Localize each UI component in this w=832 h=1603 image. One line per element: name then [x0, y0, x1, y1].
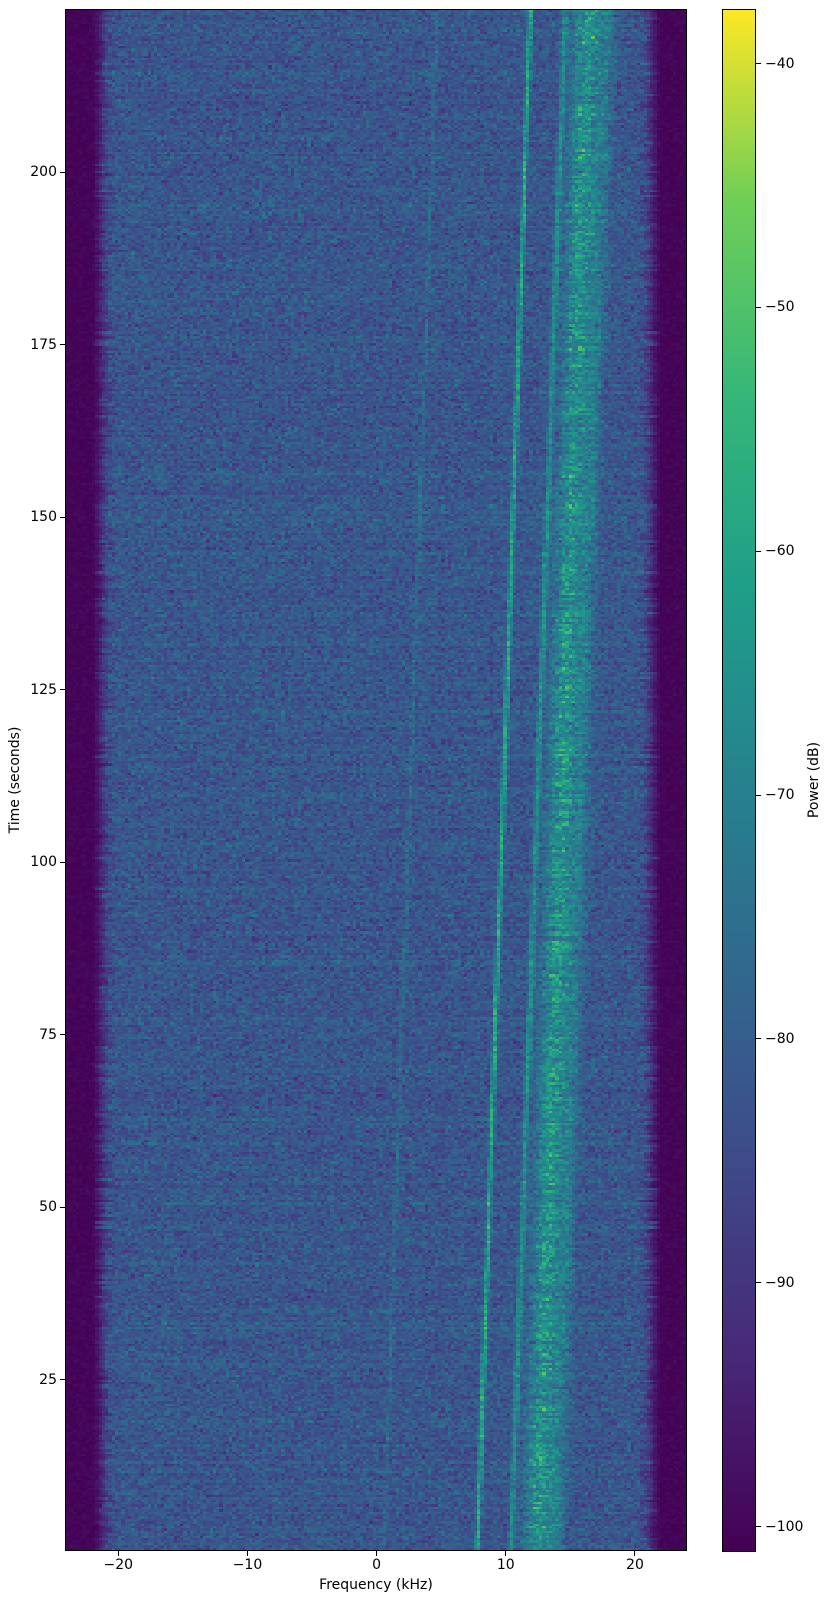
y-tick-label: 100: [30, 854, 57, 871]
x-tick-mark: [246, 1551, 248, 1556]
colorbar-tick-label: −40: [765, 55, 795, 72]
colorbar-gradient-canvas: [723, 10, 755, 1551]
colorbar-label: Power (dB): [806, 741, 822, 819]
x-tick-label: −10: [232, 1557, 263, 1573]
y-tick-label: 50: [39, 1199, 57, 1216]
colorbar-tick-mark: [756, 1282, 761, 1284]
y-tick-mark: [60, 1206, 65, 1208]
y-tick-label: 25: [39, 1371, 57, 1388]
y-axis-label: Time (seconds): [7, 726, 23, 834]
colorbar-tick-mark: [756, 794, 761, 796]
x-tick-label: −20: [103, 1557, 134, 1573]
colorbar-tick-mark: [756, 1526, 761, 1528]
plot-area: [65, 9, 687, 1551]
y-tick-mark: [60, 1379, 65, 1381]
y-tick-mark: [60, 689, 65, 691]
colorbar-tick-label: −100: [765, 1518, 804, 1535]
colorbar-tick-label: −50: [765, 299, 795, 316]
x-tick-label: 20: [626, 1557, 644, 1573]
x-tick-mark: [117, 1551, 119, 1556]
x-tick-mark: [376, 1551, 378, 1556]
y-tick-label: 175: [30, 336, 57, 353]
y-tick-label: 125: [30, 681, 57, 698]
y-tick-mark: [60, 171, 65, 173]
colorbar-tick-mark: [756, 306, 761, 308]
colorbar-tick-label: −90: [765, 1274, 795, 1291]
y-tick-label: 75: [39, 1026, 57, 1043]
x-axis-label: Frequency (kHz): [319, 1577, 433, 1593]
y-tick-label: 150: [30, 509, 57, 526]
x-tick-mark: [505, 1551, 507, 1556]
colorbar-tick-label: −60: [765, 543, 795, 560]
x-tick-label: 0: [372, 1557, 382, 1573]
y-tick-mark: [60, 1034, 65, 1036]
colorbar-tick-label: −80: [765, 1030, 795, 1047]
y-tick-label: 200: [30, 164, 57, 181]
colorbar-tick-mark: [756, 63, 761, 65]
colorbar: [722, 9, 756, 1552]
x-tick-label: 10: [496, 1557, 515, 1573]
y-tick-mark: [60, 516, 65, 518]
x-tick-mark: [634, 1551, 636, 1556]
colorbar-tick-label: −70: [765, 787, 795, 804]
spectrogram-heatmap-canvas: [66, 10, 686, 1550]
colorbar-tick-mark: [756, 550, 761, 552]
colorbar-tick-mark: [756, 1038, 761, 1040]
y-tick-mark: [60, 344, 65, 346]
y-tick-mark: [60, 861, 65, 863]
